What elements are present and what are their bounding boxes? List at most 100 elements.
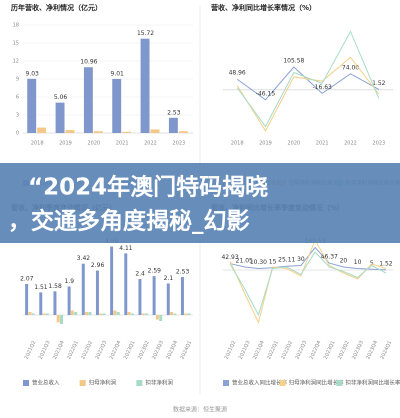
bar: [39, 292, 43, 315]
x-tick-label: 2021: [116, 141, 129, 147]
data-label: 3.42: [77, 255, 91, 262]
data-label: 2.59: [148, 268, 162, 275]
bar: [155, 315, 159, 320]
bar: [55, 102, 65, 133]
line: [236, 30, 380, 128]
data-label: 46.37: [321, 254, 338, 261]
data-label: 10: [354, 259, 362, 266]
chart-title: 营收、净利同比增长率情况（%）: [211, 3, 316, 12]
bar: [141, 313, 145, 315]
data-label: 42.93: [221, 254, 238, 261]
line: [236, 56, 380, 132]
y-tick-label: 0: [16, 131, 19, 137]
bar: [28, 312, 32, 315]
data-label: -16.63: [312, 84, 332, 91]
x-tick-label: 2018: [31, 141, 44, 147]
x-tick-label: 2021: [316, 141, 329, 147]
x-tick-label: 2020: [287, 141, 300, 147]
data-label: 1.51: [34, 284, 48, 291]
bar: [130, 313, 134, 315]
bar: [67, 286, 71, 315]
legend-swatch: [223, 380, 229, 386]
data-label: 5.06: [54, 94, 68, 101]
x-tick-label: 2020: [87, 141, 100, 147]
x-tick-label: 2023: [172, 141, 185, 147]
bar: [70, 310, 74, 315]
bar: [53, 291, 57, 315]
bar: [113, 310, 117, 315]
bar: [81, 263, 85, 315]
bar: [145, 313, 149, 315]
bar: [110, 246, 114, 315]
legend-label: 扣非净利润: [145, 379, 173, 387]
line: [236, 66, 380, 101]
bar: [124, 253, 128, 315]
data-label: 5: [370, 260, 374, 267]
data-label: 74.00: [342, 64, 359, 71]
bar: [60, 315, 64, 324]
bar: [95, 270, 99, 315]
x-tick-label: 2022: [144, 141, 157, 147]
bar: [56, 315, 60, 323]
data-label: 2.53: [167, 109, 181, 116]
line: [229, 246, 386, 271]
data-label: 30: [297, 256, 305, 263]
y-tick-label: 3: [16, 113, 19, 119]
bar: [116, 312, 120, 315]
x-tick-label: 2022: [344, 141, 357, 147]
banner-line: ，交通多角度揭秘_幻影: [8, 208, 250, 235]
data-label: 10.96: [80, 59, 97, 66]
legend-swatch: [279, 380, 286, 386]
data-label: 105.58: [283, 57, 304, 64]
source: 数据来源：恒生聚源: [173, 406, 227, 414]
legend-swatch: [136, 380, 143, 386]
banner-band: [0, 163, 400, 243]
data-label: 2.53: [176, 269, 190, 276]
bar: [42, 313, 46, 315]
data-label: 2.4: [135, 271, 145, 278]
data-label: 25.11: [278, 257, 295, 264]
line: [229, 251, 387, 317]
bar: [140, 38, 150, 133]
legend-swatch: [79, 380, 86, 386]
data-label: 9.01: [111, 70, 125, 77]
bar: [31, 313, 35, 315]
x-tick-label: 2023: [372, 141, 385, 147]
bar: [27, 78, 37, 133]
bar: [45, 313, 49, 315]
bar: [99, 313, 103, 315]
bar: [180, 277, 184, 315]
legend-label: 营业总收入同比增长率: [232, 379, 288, 387]
x-tick-label: 2019: [59, 141, 72, 147]
chart-title: 历年营收、净利情况（亿元）: [11, 3, 102, 12]
legend-label: 营业总收入: [32, 379, 60, 387]
bar: [170, 312, 174, 315]
data-label: 4.11: [119, 245, 133, 252]
legend-swatch: [336, 380, 343, 386]
legend-label: 归母净利润: [89, 379, 117, 387]
legend-swatch: [23, 380, 29, 386]
bar: [83, 67, 93, 133]
bar: [85, 312, 89, 315]
bar: [187, 313, 191, 315]
data-label: 2.96: [91, 262, 105, 269]
y-tick-label: 12: [13, 59, 19, 65]
y-tick-label: 18: [13, 23, 19, 29]
bar: [37, 127, 47, 133]
line: [229, 238, 387, 324]
bar: [127, 312, 131, 315]
data-label: 2.07: [20, 275, 34, 282]
bar: [25, 283, 29, 315]
y-tick-label: 6: [16, 95, 19, 101]
bar: [74, 312, 78, 315]
bar: [159, 315, 163, 321]
bar: [65, 130, 75, 133]
data-label: 1.9: [65, 278, 75, 285]
x-tick-label: 2018: [231, 141, 244, 147]
bar: [112, 78, 122, 133]
bar: [152, 276, 156, 315]
bar: [150, 129, 160, 133]
legend-label: 扣非净利润同比增长率: [345, 379, 400, 387]
data-label: 48.96: [229, 70, 246, 77]
